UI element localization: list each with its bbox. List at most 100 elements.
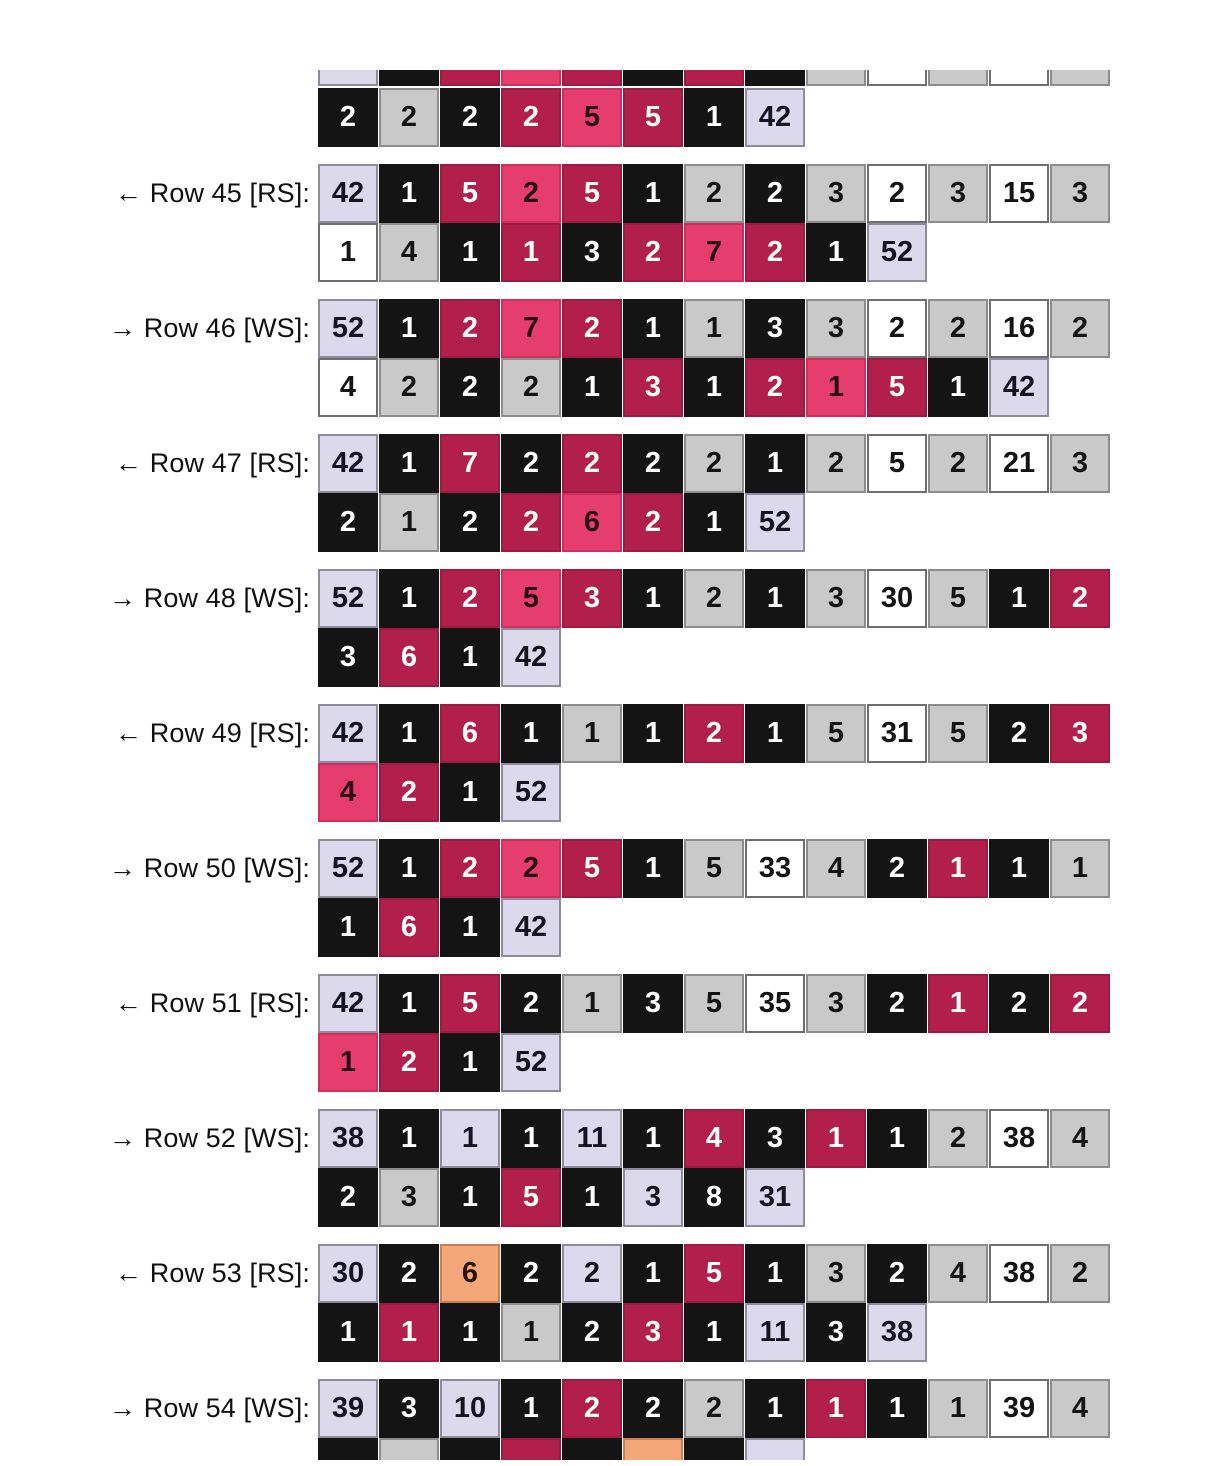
stitch-cell[interactable]: 2 xyxy=(501,434,561,493)
stitch-cell[interactable]: 2 xyxy=(928,434,988,493)
stitch-cell[interactable]: 5 xyxy=(684,839,744,898)
stitch-cell[interactable]: 5 xyxy=(928,704,988,763)
stitch-cell[interactable] xyxy=(501,70,561,86)
stitch-cell[interactable]: 1 xyxy=(745,1379,805,1438)
stitch-cell[interactable]: 42 xyxy=(501,628,561,687)
stitch-cell[interactable]: 1 xyxy=(379,974,439,1033)
stitch-cell[interactable]: 1 xyxy=(623,164,683,223)
stitch-cell[interactable]: 2 xyxy=(745,358,805,417)
stitch-cell[interactable]: 1 xyxy=(745,704,805,763)
stitch-cell[interactable]: 2 xyxy=(501,493,561,552)
stitch-cell[interactable]: 5 xyxy=(562,88,622,147)
stitch-cell[interactable]: 4 xyxy=(1050,1109,1110,1168)
stitch-cell[interactable] xyxy=(562,1438,622,1460)
stitch-cell[interactable]: 2 xyxy=(867,299,927,358)
stitch-cell[interactable]: 2 xyxy=(806,434,866,493)
stitch-cell[interactable]: 1 xyxy=(501,223,561,282)
stitch-cell[interactable]: 3 xyxy=(745,1109,805,1168)
stitch-cell[interactable]: 1 xyxy=(867,1109,927,1168)
stitch-cell[interactable] xyxy=(440,1438,500,1460)
stitch-cell[interactable]: 1 xyxy=(440,1303,500,1362)
stitch-cell[interactable]: 5 xyxy=(867,434,927,493)
stitch-cell[interactable]: 2 xyxy=(440,493,500,552)
stitch-cell[interactable]: 1 xyxy=(989,569,1049,628)
stitch-cell[interactable]: 2 xyxy=(928,1109,988,1168)
stitch-cell[interactable]: 2 xyxy=(745,164,805,223)
stitch-cell[interactable]: 2 xyxy=(379,358,439,417)
stitch-cell[interactable]: 2 xyxy=(440,299,500,358)
stitch-cell[interactable]: 6 xyxy=(379,898,439,957)
stitch-cell[interactable]: 3 xyxy=(806,164,866,223)
stitch-cell[interactable]: 52 xyxy=(501,1033,561,1092)
stitch-cell[interactable]: 2 xyxy=(501,839,561,898)
stitch-cell[interactable]: 1 xyxy=(989,839,1049,898)
stitch-cell[interactable]: 2 xyxy=(1050,299,1110,358)
stitch-cell[interactable]: 2 xyxy=(867,1244,927,1303)
stitch-cell[interactable]: 16 xyxy=(989,299,1049,358)
stitch-cell[interactable]: 7 xyxy=(440,434,500,493)
stitch-cell[interactable]: 1 xyxy=(623,839,683,898)
stitch-cell[interactable]: 4 xyxy=(1050,1379,1110,1438)
stitch-cell[interactable]: 2 xyxy=(379,763,439,822)
stitch-cell[interactable]: 35 xyxy=(745,974,805,1033)
stitch-cell[interactable]: 6 xyxy=(440,704,500,763)
stitch-cell[interactable]: 1 xyxy=(806,223,866,282)
stitch-cell[interactable]: 5 xyxy=(562,164,622,223)
stitch-cell[interactable]: 4 xyxy=(318,763,378,822)
stitch-cell[interactable]: 2 xyxy=(562,434,622,493)
stitch-cell[interactable]: 6 xyxy=(440,1244,500,1303)
stitch-cell[interactable]: 30 xyxy=(867,569,927,628)
stitch-cell[interactable]: 2 xyxy=(867,164,927,223)
stitch-cell[interactable]: 15 xyxy=(989,164,1049,223)
stitch-cell[interactable]: 2 xyxy=(684,434,744,493)
stitch-cell[interactable]: 5 xyxy=(928,569,988,628)
stitch-cell[interactable]: 2 xyxy=(623,434,683,493)
stitch-cell[interactable]: 1 xyxy=(623,1244,683,1303)
stitch-cell[interactable]: 2 xyxy=(501,164,561,223)
stitch-cell[interactable]: 52 xyxy=(318,839,378,898)
stitch-cell[interactable]: 1 xyxy=(684,88,744,147)
stitch-cell[interactable]: 2 xyxy=(562,1379,622,1438)
stitch-cell[interactable]: 2 xyxy=(318,88,378,147)
stitch-cell[interactable]: 3 xyxy=(1050,164,1110,223)
stitch-cell[interactable]: 4 xyxy=(684,1109,744,1168)
stitch-cell[interactable] xyxy=(623,70,683,86)
stitch-cell[interactable]: 1 xyxy=(806,1109,866,1168)
stitch-cell[interactable]: 5 xyxy=(684,1244,744,1303)
stitch-cell[interactable]: 39 xyxy=(318,1379,378,1438)
stitch-cell[interactable]: 38 xyxy=(318,1109,378,1168)
stitch-cell[interactable]: 1 xyxy=(318,223,378,282)
stitch-cell[interactable]: 10 xyxy=(440,1379,500,1438)
stitch-cell[interactable]: 5 xyxy=(440,974,500,1033)
stitch-cell[interactable]: 33 xyxy=(745,839,805,898)
stitch-cell[interactable]: 3 xyxy=(806,1244,866,1303)
stitch-cell[interactable]: 2 xyxy=(684,569,744,628)
stitch-cell[interactable]: 4 xyxy=(379,223,439,282)
stitch-cell[interactable]: 52 xyxy=(745,493,805,552)
stitch-cell[interactable]: 2 xyxy=(562,299,622,358)
stitch-cell[interactable]: 1 xyxy=(623,569,683,628)
stitch-cell[interactable]: 38 xyxy=(867,1303,927,1362)
stitch-cell[interactable]: 2 xyxy=(684,1379,744,1438)
stitch-cell[interactable]: 1 xyxy=(623,299,683,358)
stitch-cell[interactable]: 1 xyxy=(501,1303,561,1362)
stitch-cell[interactable]: 2 xyxy=(867,839,927,898)
stitch-cell[interactable]: 30 xyxy=(318,1244,378,1303)
stitch-cell[interactable]: 4 xyxy=(806,839,866,898)
stitch-cell[interactable]: 11 xyxy=(562,1109,622,1168)
stitch-cell[interactable]: 1 xyxy=(379,1109,439,1168)
stitch-cell[interactable]: 52 xyxy=(501,763,561,822)
stitch-cell[interactable]: 1 xyxy=(440,1168,500,1227)
stitch-cell[interactable]: 3 xyxy=(806,569,866,628)
stitch-cell[interactable]: 2 xyxy=(501,88,561,147)
stitch-cell[interactable]: 1 xyxy=(562,358,622,417)
stitch-cell[interactable]: 3 xyxy=(562,569,622,628)
stitch-cell[interactable]: 39 xyxy=(989,1379,1049,1438)
stitch-cell[interactable]: 1 xyxy=(745,434,805,493)
stitch-cell[interactable]: 42 xyxy=(318,164,378,223)
stitch-cell[interactable]: 42 xyxy=(318,974,378,1033)
stitch-cell[interactable]: 2 xyxy=(623,1379,683,1438)
stitch-cell[interactable]: 2 xyxy=(379,88,439,147)
stitch-cell[interactable]: 2 xyxy=(440,569,500,628)
stitch-cell[interactable]: 3 xyxy=(318,628,378,687)
